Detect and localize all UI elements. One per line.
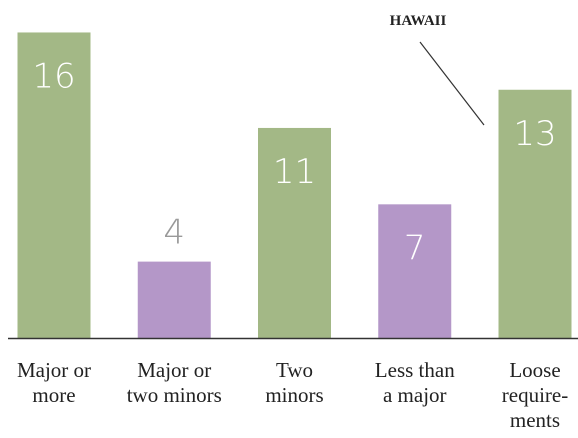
- value-label: 7: [404, 228, 426, 268]
- x-tick-label: a major: [383, 383, 447, 407]
- x-tick-label: Loose: [509, 358, 560, 382]
- bars: [17, 32, 572, 339]
- value-label: 4: [163, 213, 185, 253]
- bar: [498, 89, 572, 339]
- x-tick-label: Two: [276, 358, 313, 382]
- annotation: HAWAII: [390, 13, 447, 29]
- bar: [378, 204, 452, 338]
- x-tick-label: ments: [510, 408, 560, 432]
- value-label: 16: [32, 56, 75, 96]
- bar: [17, 32, 91, 338]
- x-tick-label: more: [32, 383, 75, 407]
- x-tick-label: Less than: [375, 358, 455, 382]
- x-tick-label: require-: [502, 383, 568, 407]
- annotation-line: [419, 41, 485, 126]
- x-tick-label: Major or: [137, 358, 211, 382]
- bar: [258, 127, 331, 338]
- x-tick-label: two minors: [127, 383, 222, 407]
- value-label: 11: [273, 152, 316, 192]
- bar: [137, 261, 211, 338]
- value-label: 13: [513, 114, 556, 154]
- x-tick-label: Major or: [17, 358, 91, 382]
- x-tick-label: minors: [265, 383, 323, 407]
